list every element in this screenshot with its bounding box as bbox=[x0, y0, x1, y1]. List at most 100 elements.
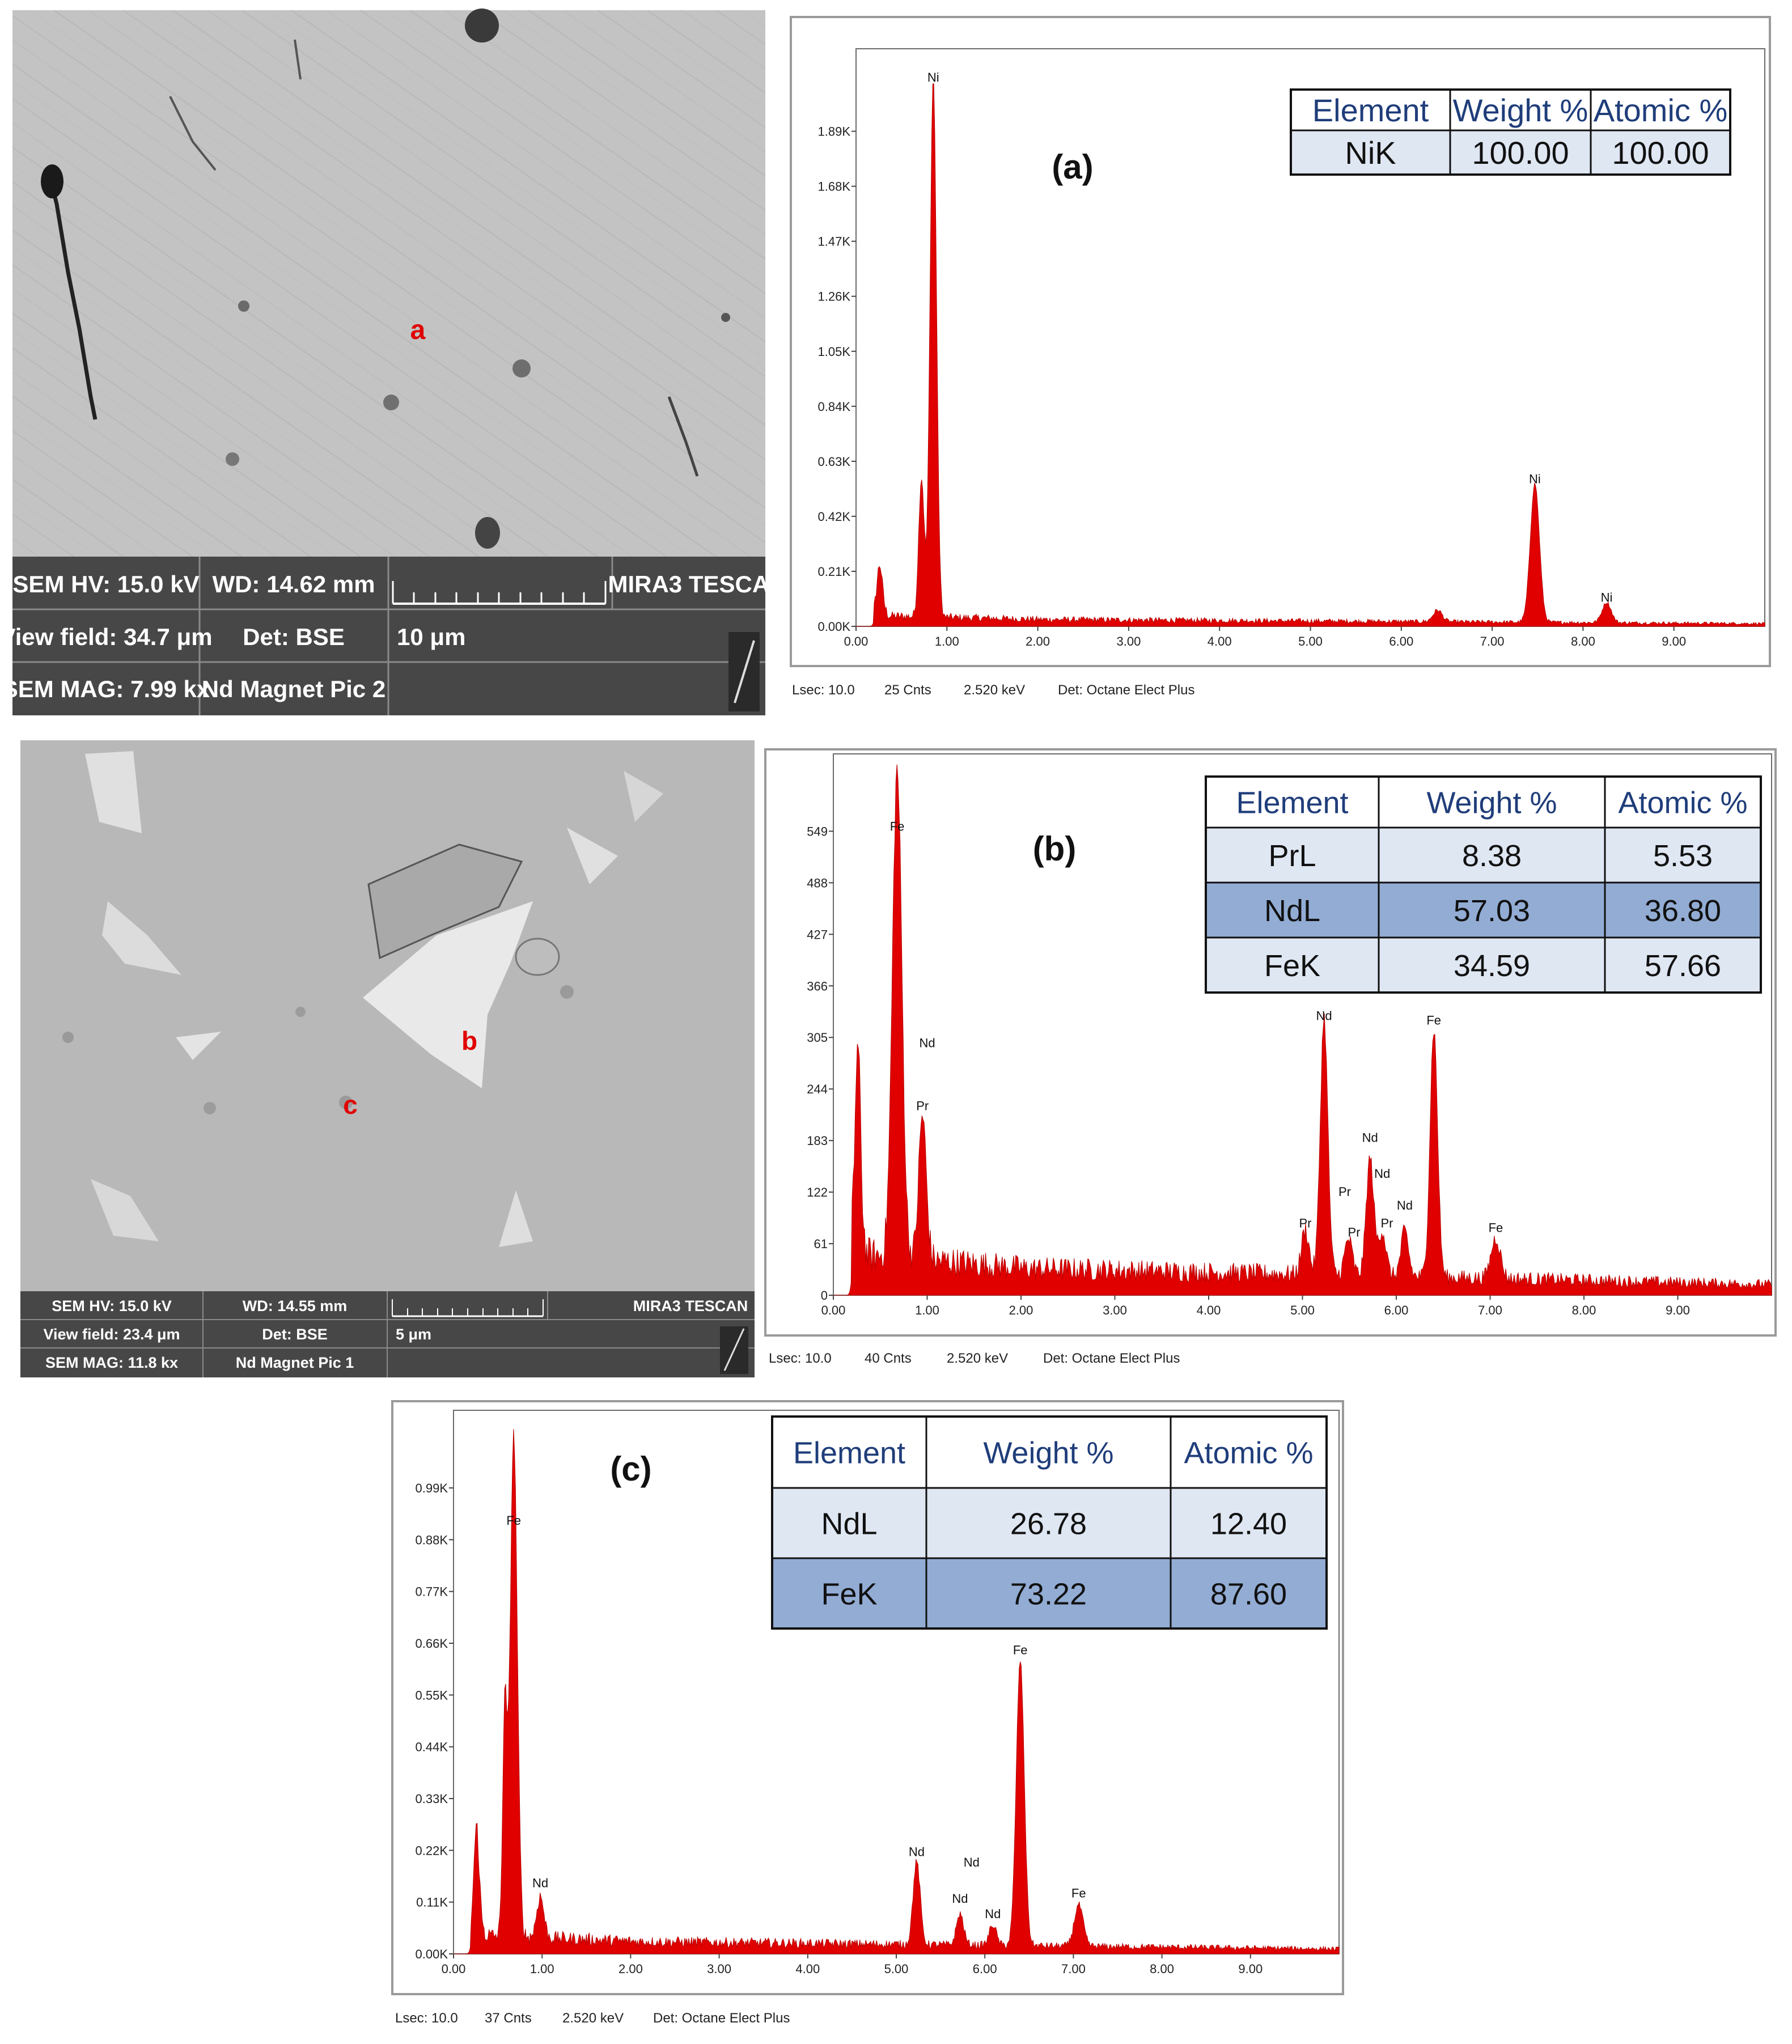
y-tick-label: 1.05K bbox=[818, 345, 851, 359]
grain-boundary bbox=[367, 843, 523, 960]
table-row bbox=[772, 1488, 1327, 1558]
table-cell: NdL bbox=[1264, 894, 1320, 928]
x-tick-label: 3.00 bbox=[1103, 1303, 1127, 1317]
noise-texture bbox=[12, 10, 765, 557]
dark-particle bbox=[226, 452, 239, 466]
x-tick-label: 9.00 bbox=[1238, 1962, 1263, 1976]
eds-spectra: 0.00 1.00 2.00 3.00 4.00 5.00 6.00 7.00 8.00 9.00… bbox=[391, 16, 1777, 2026]
peak-label: Pr bbox=[1299, 1216, 1311, 1231]
sem-scale-label: 5 μm bbox=[396, 1326, 431, 1343]
y-tick-label: 0.77K bbox=[416, 1585, 448, 1599]
peak-label: Fe bbox=[1426, 1013, 1441, 1027]
table-cell: 57.03 bbox=[1454, 894, 1530, 928]
x-tick-label: 6.00 bbox=[1384, 1303, 1409, 1317]
peak-label: Nd bbox=[952, 1892, 968, 1906]
table-row bbox=[1206, 883, 1761, 938]
peak-label: Nd bbox=[985, 1907, 1001, 1921]
composition-table: PrL 8.38 5.53 NdL 57.03 36.80 FeK 34.59 57.66 Ele… bbox=[1205, 775, 1762, 994]
x-tick-label: 2.00 bbox=[1026, 634, 1050, 648]
x-tick-label: 2.00 bbox=[618, 1962, 643, 1976]
y-tick-label: 0.84K bbox=[818, 400, 851, 414]
x-tick-label: 3.00 bbox=[1116, 634, 1141, 648]
table-row bbox=[1291, 130, 1730, 175]
x-tick-label: 8.00 bbox=[1572, 1303, 1596, 1317]
y-tick-label: 0.63K bbox=[818, 455, 851, 469]
spectrum-footer-item: Det: Octane Elect Plus bbox=[1058, 682, 1194, 698]
x-tick-label: 5.00 bbox=[1290, 1303, 1315, 1317]
peak-label: Ni bbox=[927, 70, 939, 84]
sem-wd: WD: 14.62 mm bbox=[212, 571, 375, 597]
table-header-cell: Element bbox=[1236, 786, 1348, 820]
sem-magnification: SEM MAG: 11.8 kx bbox=[45, 1354, 178, 1371]
table-header-row bbox=[772, 1417, 1327, 1488]
table-cell: 87.60 bbox=[1210, 1577, 1287, 1611]
table-cell: NdL bbox=[821, 1507, 877, 1541]
sem-image-1: a SEM HV: 15.0 kV WD: 14.62 mm MIRA3 TES… bbox=[0, 9, 787, 715]
table-cell: 8.38 bbox=[1462, 839, 1522, 873]
table-cell: FeK bbox=[1264, 949, 1320, 983]
y-tick-label: 0.44K bbox=[416, 1740, 448, 1754]
x-tick-label: 4.00 bbox=[795, 1962, 820, 1976]
y-tick-label: 1.89K bbox=[818, 125, 851, 139]
y-tick-label: 122 bbox=[807, 1185, 828, 1199]
panel-label: (a) bbox=[1052, 148, 1093, 186]
peak-label: Fe bbox=[1489, 1221, 1503, 1235]
inclusion bbox=[515, 938, 560, 976]
y-tick-label: 183 bbox=[807, 1134, 828, 1148]
y-tick-label: 61 bbox=[814, 1237, 828, 1251]
sem-detector: Det: BSE bbox=[262, 1326, 328, 1343]
y-tick-label: 1.68K bbox=[818, 180, 851, 194]
y-tick-label: 1.47K bbox=[818, 235, 851, 249]
x-tick-label: 5.00 bbox=[884, 1962, 909, 1976]
peak-label: Nd bbox=[909, 1845, 925, 1859]
spectrum-panel-b: 0.00 1.00 2.00 3.00 4.00 5.00 6.00 7.00 8.00 9.00… bbox=[764, 748, 1777, 1366]
composition-table: NiK 100.00 100.00 Element Weight % Atomic % bbox=[1290, 88, 1731, 176]
crack-feature bbox=[667, 396, 699, 477]
x-tick-label: 3.00 bbox=[707, 1962, 731, 1976]
pore-feature bbox=[41, 164, 63, 198]
spectrum-panel-c: 0.00 1.00 2.00 3.00 4.00 5.00 6.00 7.00 8.00 9.00… bbox=[391, 1400, 1344, 2026]
spectrum-footer-item: 40 Cnts bbox=[865, 1351, 912, 1366]
bright-phase-grain bbox=[102, 901, 181, 975]
bright-phase-grain bbox=[567, 828, 618, 884]
point-label-c: c bbox=[343, 1090, 358, 1119]
bright-phase-grain bbox=[499, 1190, 533, 1247]
x-tick-label: 7.00 bbox=[1478, 1303, 1502, 1317]
y-tick-label: 488 bbox=[807, 876, 828, 890]
y-tick-label: 0.00K bbox=[818, 620, 851, 634]
x-tick-label: 6.00 bbox=[1389, 634, 1413, 648]
spectrum-footer-item: Lsec: 10.0 bbox=[395, 2011, 458, 2026]
dark-particle bbox=[512, 359, 531, 378]
peak-label: Fe bbox=[1071, 1886, 1086, 1901]
y-tick-label: 549 bbox=[807, 824, 828, 838]
pore-feature bbox=[475, 517, 500, 549]
sem-scale-label: 10 μm bbox=[397, 624, 465, 650]
table-cell: 26.78 bbox=[1010, 1507, 1087, 1541]
x-tick-label: 0.00 bbox=[821, 1303, 846, 1317]
peak-label: Nd bbox=[964, 1855, 980, 1869]
sem-image-name: Nd Magnet Pic 1 bbox=[236, 1354, 354, 1371]
table-header-cell: Atomic % bbox=[1618, 786, 1747, 820]
x-tick-label: 1.00 bbox=[935, 634, 959, 648]
y-tick-label: 0.66K bbox=[416, 1636, 448, 1651]
table-row bbox=[1206, 938, 1761, 993]
dark-particle bbox=[339, 1096, 353, 1109]
peak-label: Ni bbox=[1529, 472, 1541, 486]
spectrum-panel-a: 0.00 1.00 2.00 3.00 4.00 5.00 6.00 7.00 8.00 9.00… bbox=[790, 16, 1771, 698]
point-label-a: a bbox=[410, 315, 426, 345]
pore-feature bbox=[465, 9, 499, 43]
spectrum-footer-item: Lsec: 10.0 bbox=[769, 1351, 832, 1366]
x-tick-label: 7.00 bbox=[1480, 634, 1505, 648]
spectrum-footer-item: 25 Cnts bbox=[884, 682, 931, 698]
x-tick-label: 1.00 bbox=[915, 1303, 939, 1317]
sem-brand: MIRA3 TESCAN bbox=[608, 571, 786, 597]
x-tick-label: 7.00 bbox=[1061, 1962, 1086, 1976]
dark-particle bbox=[204, 1102, 216, 1114]
point-label-b: b bbox=[461, 1026, 477, 1055]
x-tick-label: 0.00 bbox=[442, 1962, 466, 1976]
table-cell: 57.66 bbox=[1645, 949, 1721, 983]
dark-particle bbox=[238, 300, 249, 312]
sem-hv: SEM HV: 15.0 kV bbox=[52, 1297, 172, 1314]
crack-feature bbox=[169, 96, 217, 171]
peak-label: Nd bbox=[919, 1036, 935, 1050]
